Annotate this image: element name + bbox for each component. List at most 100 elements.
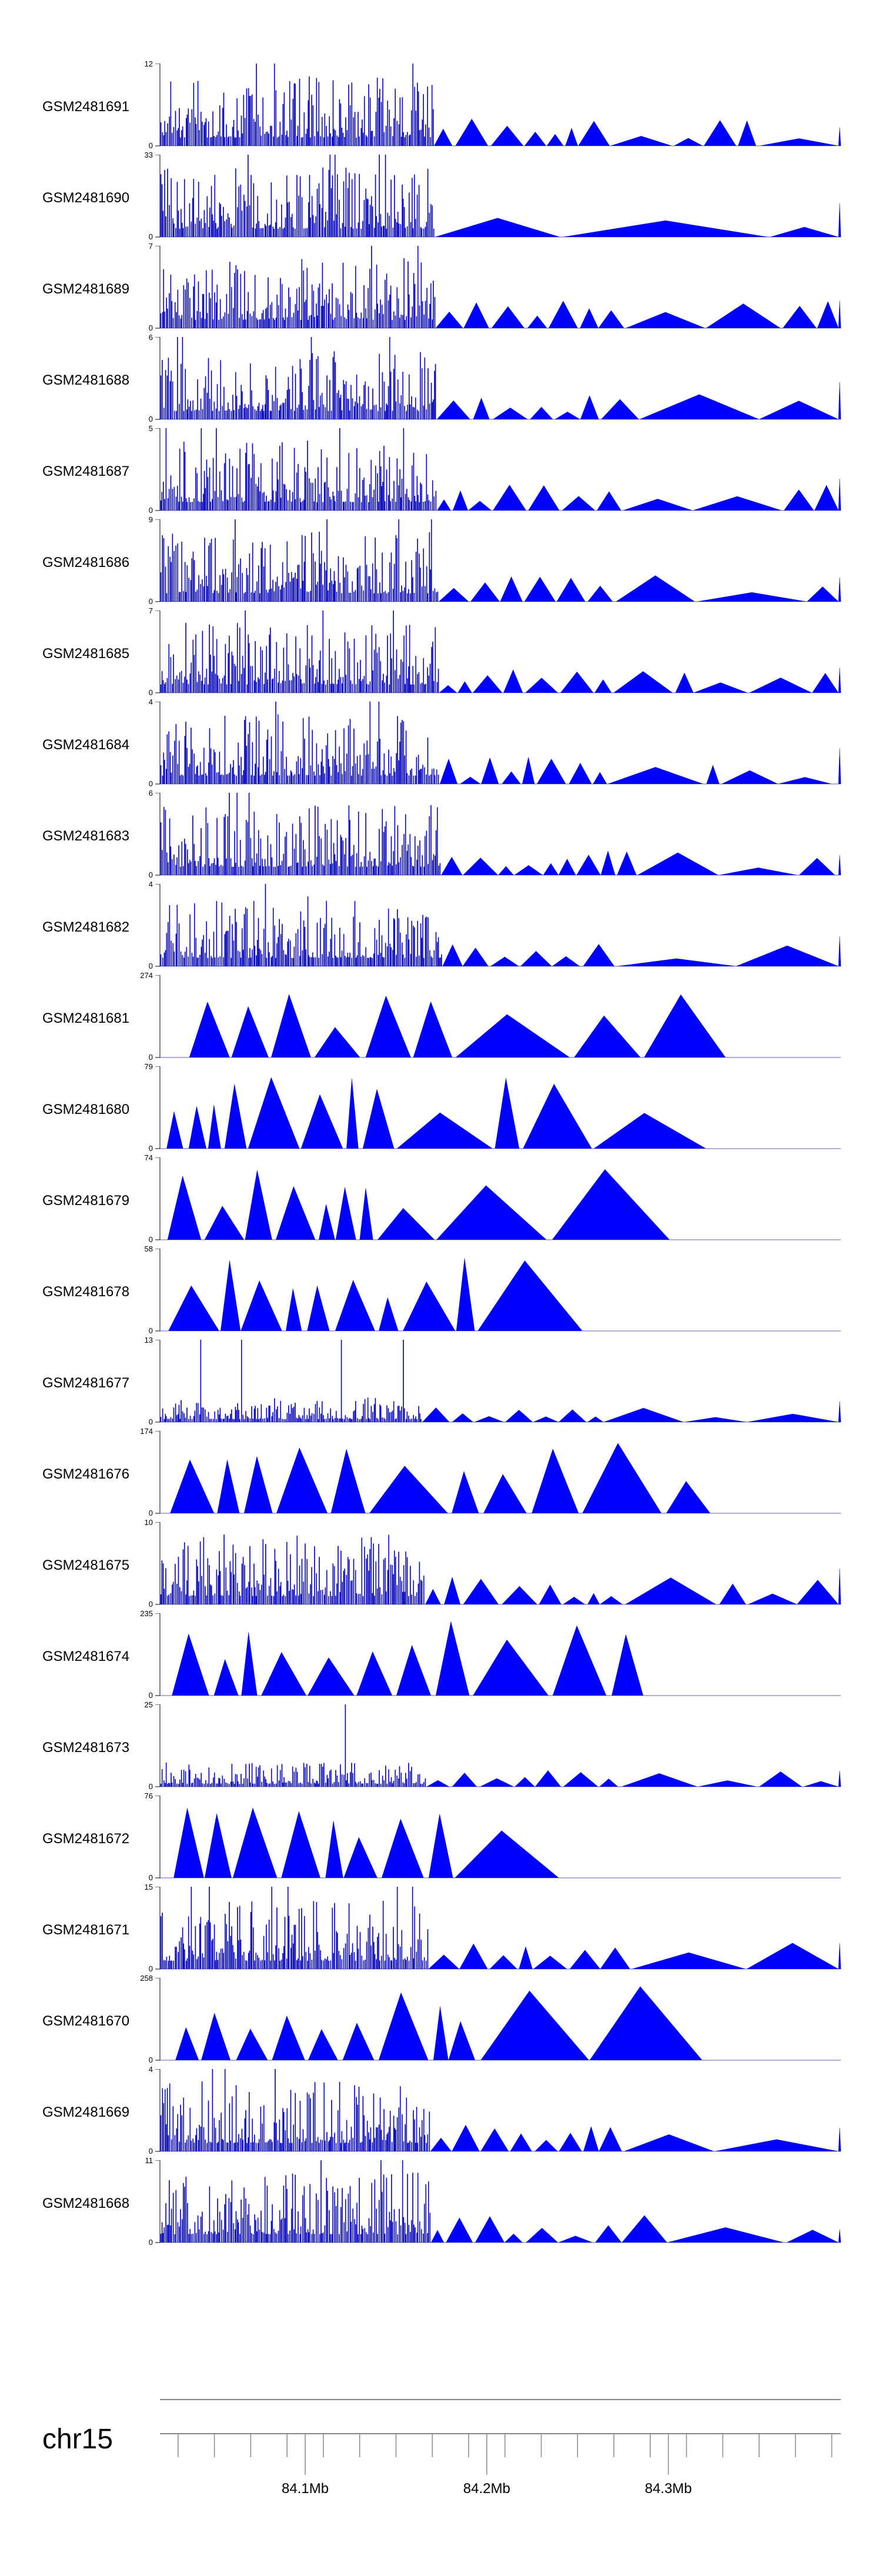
- track-label: GSM2481691: [42, 99, 130, 115]
- y-axis: [155, 975, 161, 1058]
- tick-label: 84.1Mb: [282, 2481, 329, 2497]
- track-label: GSM2481683: [42, 828, 130, 844]
- y-max-label: 79: [144, 1062, 153, 1071]
- track-plot: [155, 246, 841, 329]
- track-label: GSM2481674: [42, 1649, 130, 1664]
- track-plot: [155, 337, 841, 420]
- tick-label: 84.3Mb: [644, 2481, 692, 2497]
- chromosome-label: chr15: [42, 2424, 113, 2455]
- y-min-label: 0: [148, 2238, 153, 2247]
- y-min-label: 0: [148, 1691, 153, 1700]
- track-label: GSM2481688: [42, 372, 130, 388]
- y-max-label: 235: [140, 1609, 153, 1618]
- track-plot: [155, 519, 841, 602]
- coverage-area: [160, 1887, 841, 1970]
- track-plot: [155, 610, 841, 693]
- y-axis: [155, 155, 161, 238]
- y-axis: [155, 519, 161, 602]
- y-min-label: 0: [148, 141, 153, 150]
- track-plot: [155, 975, 841, 1058]
- y-min-label: 0: [148, 1235, 153, 1244]
- coverage-area: [160, 1340, 841, 1423]
- y-max-label: 5: [148, 424, 153, 433]
- track-plot: [155, 1066, 841, 1149]
- track-GSM2481677: GSM2481677 13 0: [0, 1336, 882, 1431]
- y-axis: [155, 1066, 161, 1149]
- y-axis: [155, 1157, 161, 1240]
- track-plot: [155, 1796, 841, 1878]
- track-GSM2481687: GSM2481687 5 0: [0, 424, 882, 519]
- y-axis: [155, 1978, 161, 2061]
- y-axis: [155, 428, 161, 511]
- coverage-area: [160, 702, 841, 785]
- y-max-label: 4: [148, 2065, 153, 2074]
- y-min-label: 0: [148, 1600, 153, 1609]
- track-label: GSM2481685: [42, 646, 130, 662]
- y-axis: [155, 1613, 161, 1696]
- track-plot: [155, 1340, 841, 1423]
- y-max-label: 7: [148, 606, 153, 615]
- y-min-label: 0: [148, 323, 153, 332]
- track-plot: [155, 428, 841, 511]
- track-label: GSM2481686: [42, 555, 130, 570]
- y-max-label: 7: [148, 242, 153, 251]
- coverage-area: [160, 884, 841, 967]
- y-max-label: 274: [140, 971, 153, 980]
- track-plot: [155, 2160, 841, 2243]
- track-label: GSM2481678: [42, 1284, 130, 1300]
- coverage-area: [160, 64, 841, 146]
- track-GSM2481672: GSM2481672 76 0: [0, 1791, 882, 1887]
- y-min-label: 0: [148, 1509, 153, 1517]
- y-min-label: 0: [148, 2147, 153, 2155]
- genome-axis: chr15 84.1Mb 84.2Mb 84.3Mb: [0, 2364, 882, 2576]
- y-min-label: 0: [148, 1326, 153, 1335]
- y-max-label: 10: [144, 1518, 153, 1527]
- track-plot: [155, 1431, 841, 1514]
- y-min-label: 0: [148, 1144, 153, 1153]
- y-max-label: 9: [148, 515, 153, 524]
- track-plot: [155, 1613, 841, 1696]
- track-label: GSM2481673: [42, 1740, 130, 1756]
- track-label: GSM2481677: [42, 1375, 130, 1391]
- y-max-label: 4: [148, 880, 153, 889]
- y-min-label: 0: [148, 415, 153, 423]
- track-label: GSM2481670: [42, 2013, 130, 2029]
- y-axis: [155, 1887, 161, 1970]
- track-GSM2481669: GSM2481669 4 0: [0, 2065, 882, 2160]
- coverage-area: [160, 519, 841, 602]
- track-plot: [155, 64, 841, 146]
- coverage-area: [160, 1077, 841, 1149]
- track-label: GSM2481681: [42, 1010, 130, 1026]
- y-min-label: 0: [148, 779, 153, 788]
- track-label: GSM2481682: [42, 919, 130, 935]
- track-plot: [155, 793, 841, 876]
- y-max-label: 74: [144, 1153, 153, 1162]
- y-min-label: 0: [148, 688, 153, 697]
- track-plot: [155, 155, 841, 238]
- y-axis: [155, 246, 161, 329]
- y-max-label: 6: [148, 789, 153, 798]
- track-GSM2481690: GSM2481690 33 0: [0, 151, 882, 246]
- coverage-area: [160, 1534, 841, 1605]
- track-label: GSM2481689: [42, 281, 130, 297]
- y-axis: [155, 2069, 161, 2152]
- track-label: GSM2481669: [42, 2104, 130, 2120]
- track-GSM2481682: GSM2481682 4 0: [0, 880, 882, 975]
- track-label: GSM2481676: [42, 1466, 130, 1482]
- track-GSM2481670: GSM2481670 258 0: [0, 1974, 882, 2069]
- y-min-label: 0: [148, 2056, 153, 2064]
- track-GSM2481686: GSM2481686 9 0: [0, 515, 882, 610]
- coverage-area: [160, 1258, 841, 1332]
- y-max-label: 76: [144, 1791, 153, 1800]
- y-min-label: 0: [148, 1964, 153, 1973]
- track-GSM2481688: GSM2481688 6 0: [0, 333, 882, 428]
- track-label: GSM2481671: [42, 1922, 130, 1938]
- track-plot: [155, 2069, 841, 2152]
- y-min-label: 0: [148, 1782, 153, 1791]
- y-min-label: 0: [148, 232, 153, 241]
- axis-svg: [160, 2399, 841, 2475]
- y-max-label: 6: [148, 333, 153, 342]
- track-plot: [155, 1249, 841, 1332]
- y-max-label: 58: [144, 1244, 153, 1253]
- track-plot: [155, 884, 841, 967]
